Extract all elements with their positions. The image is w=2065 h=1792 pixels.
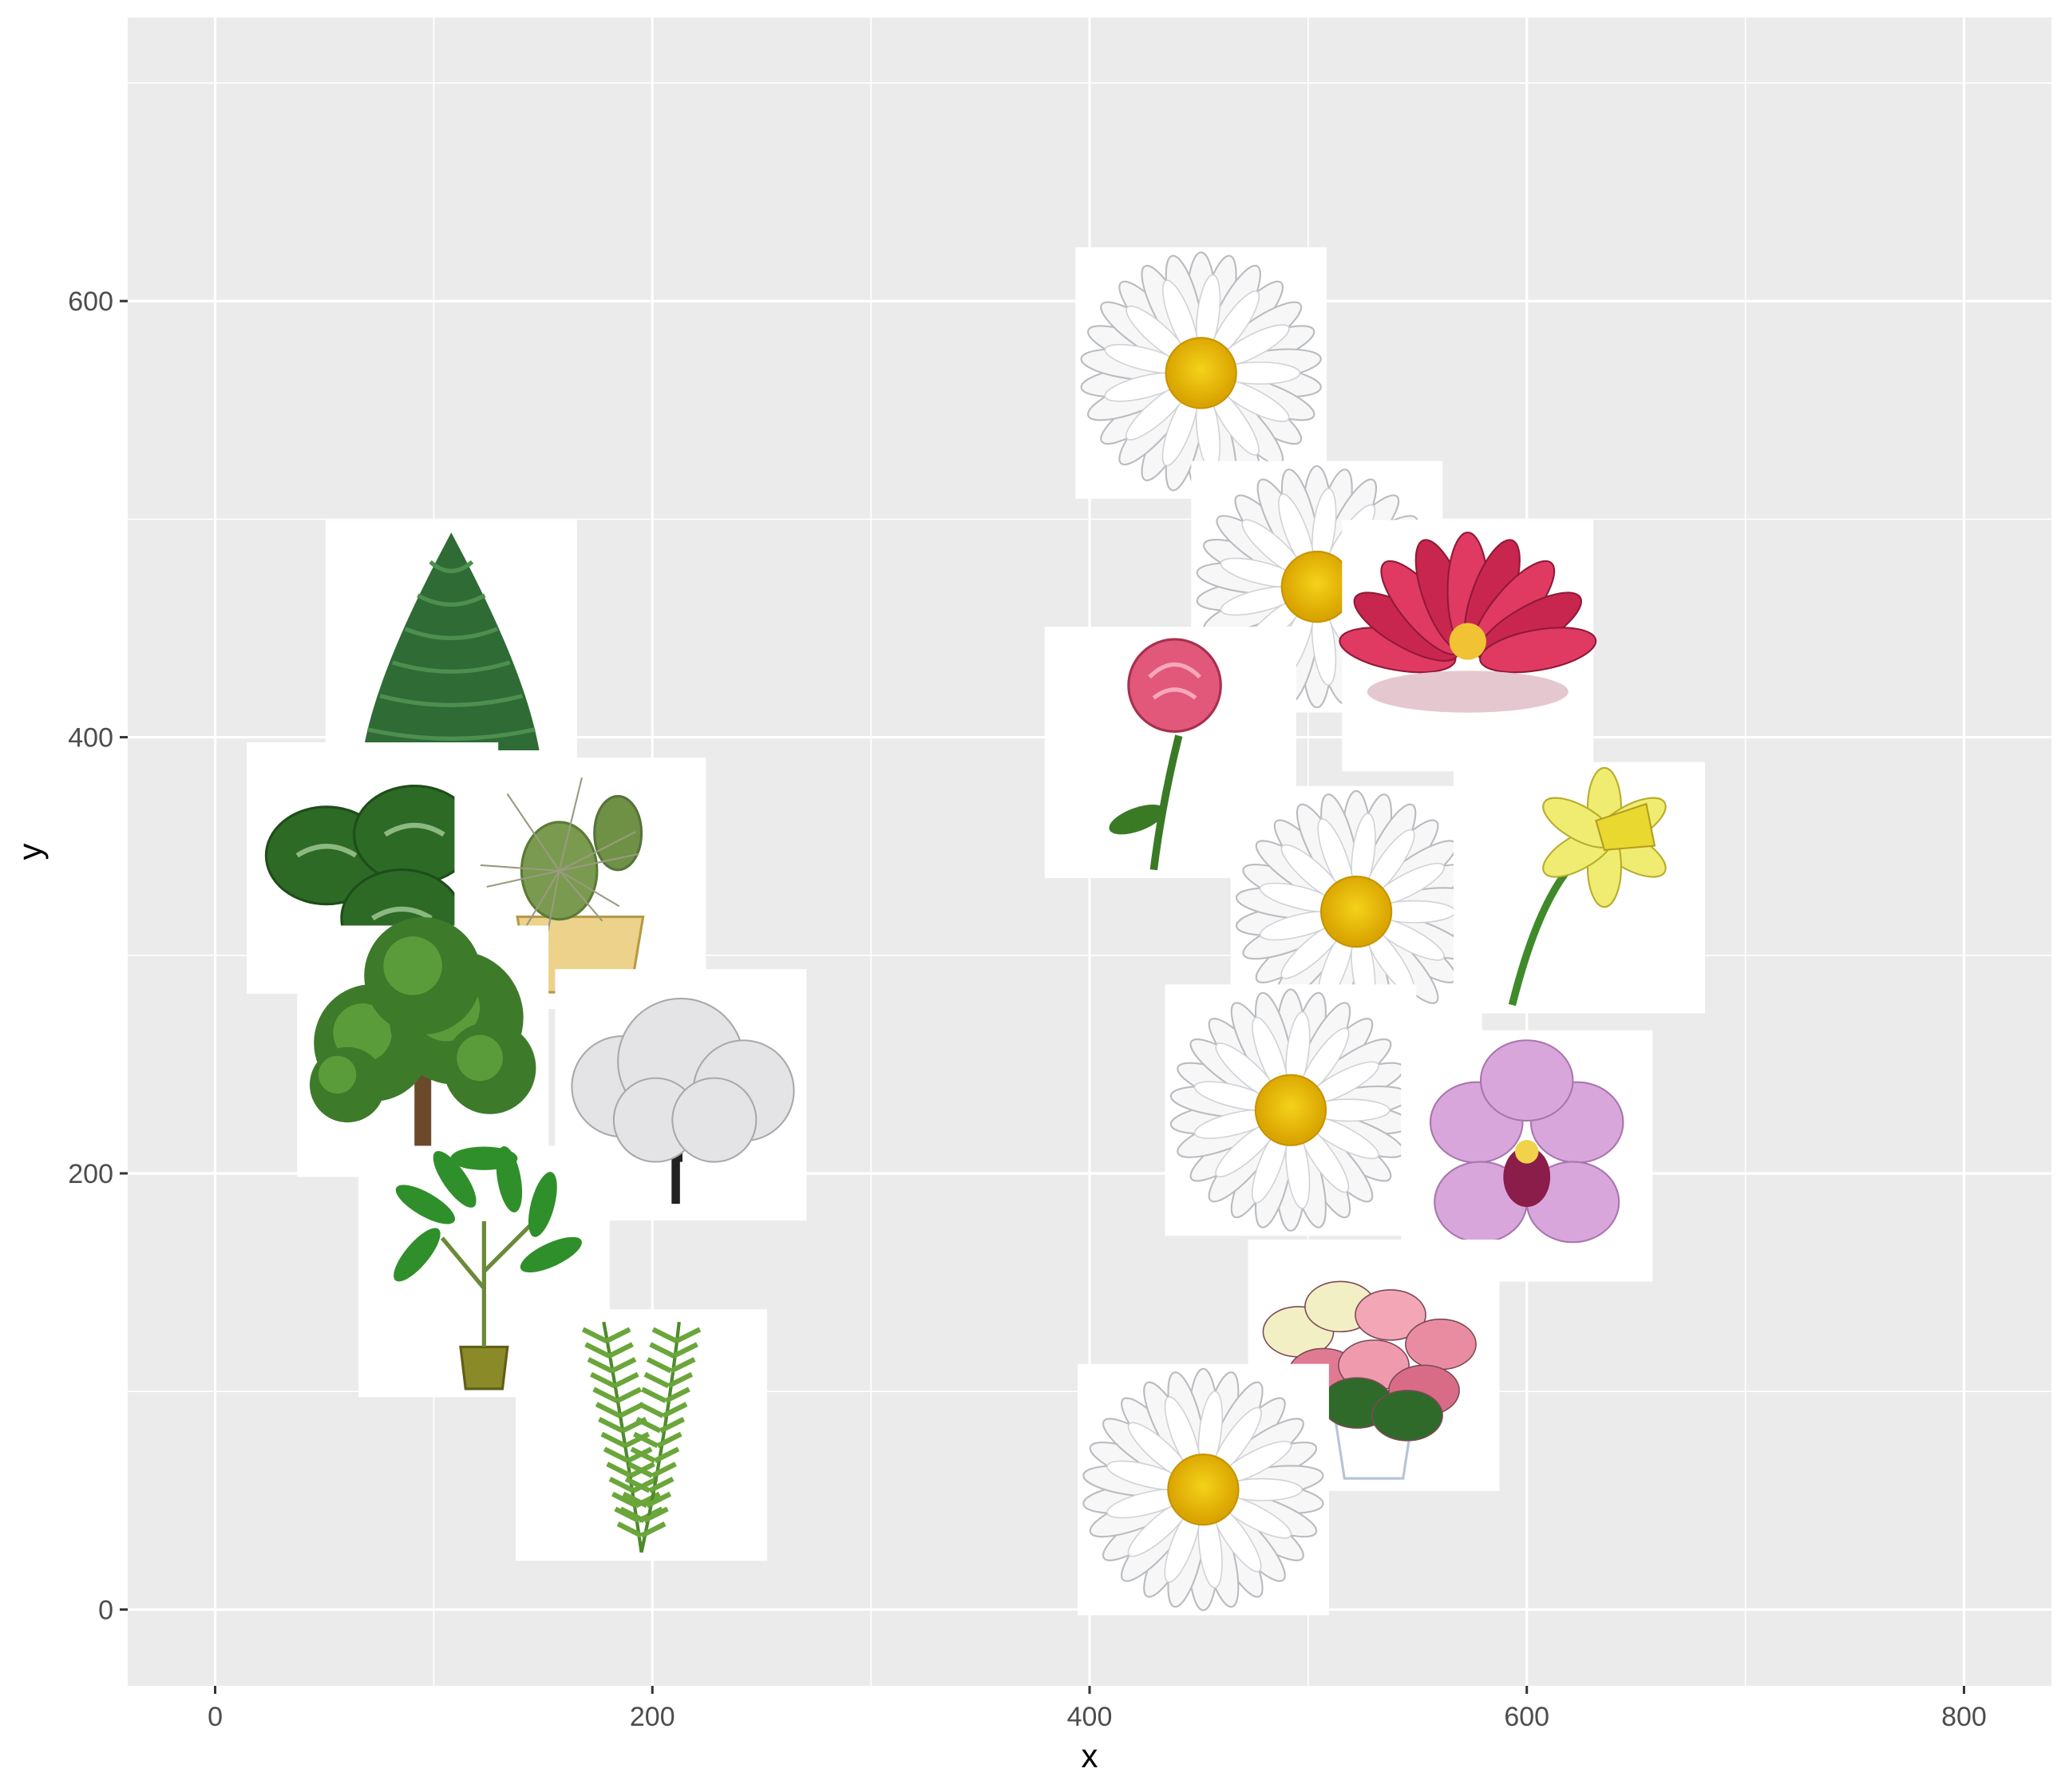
y-tick-label: 200 xyxy=(68,1159,113,1189)
pink-rose-icon xyxy=(1109,638,1222,871)
daisy-icon xyxy=(1080,251,1322,495)
x-tick-label: 0 xyxy=(208,1702,223,1732)
point-green-tree xyxy=(297,917,549,1177)
plot-points xyxy=(247,247,1705,1616)
point-water-lily xyxy=(1339,520,1597,772)
y-tick-label: 600 xyxy=(68,287,113,317)
clover-leaf-icon xyxy=(264,785,477,968)
y-tick-label: 0 xyxy=(98,1595,113,1625)
axes: 0 200 400 600 800 0 200 400 600 xyxy=(68,287,1987,1732)
x-tick-label: 800 xyxy=(1941,1702,1987,1732)
water-lily-icon xyxy=(1339,532,1597,713)
fern-icon xyxy=(581,1321,702,1553)
x-axis-title: x xyxy=(1082,1737,1098,1774)
x-tick-label: 200 xyxy=(630,1702,675,1732)
y-tick-label: 400 xyxy=(68,723,113,754)
green-tree-icon xyxy=(309,917,536,1169)
point-fern xyxy=(516,1309,768,1561)
point-yellow-daffodil xyxy=(1453,762,1705,1014)
daisy-icon xyxy=(1082,1367,1324,1612)
poinsettia-icon xyxy=(1262,1280,1477,1480)
daisy-icon xyxy=(1169,988,1412,1232)
point-daisy xyxy=(1075,247,1327,499)
point-daisy xyxy=(1077,1363,1329,1616)
y-axis-title: y xyxy=(11,844,49,860)
purple-orchid-icon xyxy=(1429,1039,1624,1244)
daisy-icon xyxy=(1235,789,1478,1034)
money-tree-plant-icon xyxy=(394,1146,582,1390)
x-tick-label: 600 xyxy=(1504,1702,1549,1732)
point-tile xyxy=(1453,762,1705,1014)
x-tick-label: 400 xyxy=(1067,1702,1113,1732)
point-daisy xyxy=(1165,984,1417,1236)
white-blossom-tree-icon xyxy=(571,997,795,1205)
yellow-daffodil-icon xyxy=(1508,766,1667,1007)
point-daisy xyxy=(1230,785,1482,1038)
point-conifer-tree xyxy=(325,520,577,772)
